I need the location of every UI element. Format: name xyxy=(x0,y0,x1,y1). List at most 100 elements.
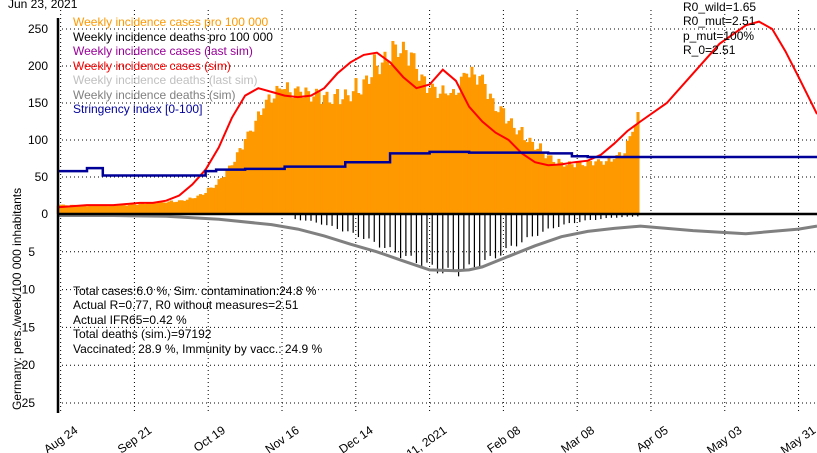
death-bar xyxy=(489,214,491,256)
case-bar xyxy=(631,131,635,214)
x-tick-label: May 03 xyxy=(704,423,745,453)
case-bar xyxy=(193,198,197,214)
case-bar xyxy=(285,82,289,215)
case-bar xyxy=(467,77,471,214)
case-bar xyxy=(523,140,527,214)
case-bar xyxy=(206,187,210,214)
case-bar xyxy=(480,74,485,214)
case-bar xyxy=(88,205,92,214)
case-bar xyxy=(512,127,516,214)
case-bar xyxy=(378,74,382,215)
case-bar xyxy=(288,92,292,214)
case-bar xyxy=(610,161,614,214)
death-bar xyxy=(331,214,333,226)
case-bar xyxy=(436,98,440,214)
death-bar xyxy=(563,214,565,225)
case-bar xyxy=(525,142,529,214)
x-tick-label: Aug 24 xyxy=(41,423,80,453)
death-bar xyxy=(526,214,528,238)
case-bar xyxy=(409,52,413,215)
death-bar xyxy=(294,214,296,220)
case-bar xyxy=(499,106,503,214)
case-bar xyxy=(496,112,500,214)
case-bar xyxy=(557,158,561,214)
case-bar xyxy=(560,162,564,214)
param-p-mut: p_mut=100% xyxy=(683,29,754,43)
case-bar xyxy=(417,80,421,214)
case-bar xyxy=(96,205,100,214)
case-bar xyxy=(180,200,184,214)
death-bar xyxy=(558,214,560,227)
death-bar xyxy=(584,214,586,221)
case-bar xyxy=(538,143,542,214)
case-bar xyxy=(217,179,221,214)
death-bar xyxy=(384,214,386,248)
death-bar xyxy=(310,214,312,221)
death-bar xyxy=(315,214,317,223)
case-bar xyxy=(633,125,637,214)
sim-cases-line xyxy=(57,20,817,209)
case-bar xyxy=(309,101,313,214)
case-bar xyxy=(238,148,242,214)
x-tick-label: Nov 16 xyxy=(263,423,302,453)
death-bar xyxy=(431,214,433,265)
case-bar xyxy=(225,168,229,214)
case-bar xyxy=(75,205,79,214)
case-bar xyxy=(562,166,566,214)
case-bar xyxy=(541,152,545,214)
case-bar xyxy=(515,134,519,214)
death-bar xyxy=(357,214,360,238)
case-bar xyxy=(69,204,73,214)
param-r0: R_0=2.51 xyxy=(683,43,736,57)
legend-entry-cases-last-sim: Weekly incidence cases (last sim) xyxy=(73,44,253,58)
death-bar xyxy=(352,214,354,233)
death-bar xyxy=(378,214,381,248)
death-bar xyxy=(531,214,533,237)
sim-params: R0_wild=1.65 R0_mut=2.51 p_mut=100% R_0=… xyxy=(683,0,756,57)
case-bar xyxy=(299,91,303,214)
death-bar xyxy=(363,214,365,239)
case-bar xyxy=(430,83,434,214)
case-bar xyxy=(59,204,63,214)
y-tick-label: 25 xyxy=(22,396,36,410)
case-bar xyxy=(465,73,469,214)
case-bar xyxy=(93,205,97,214)
case-bar xyxy=(502,108,506,214)
case-bar xyxy=(343,89,347,214)
x-tick-label: Jan 11, 2021 xyxy=(385,423,449,453)
series-lines xyxy=(57,20,817,273)
death-bar xyxy=(473,214,475,268)
case-bar xyxy=(333,94,337,214)
case-bar xyxy=(359,94,363,214)
case-bar xyxy=(531,141,535,214)
death-bar xyxy=(595,214,597,221)
case-bar xyxy=(546,155,550,214)
case-bar xyxy=(167,201,171,214)
death-bar xyxy=(368,214,370,239)
death-bar xyxy=(415,214,418,264)
death-bar xyxy=(347,214,349,232)
case-bar xyxy=(198,194,203,214)
case-bar xyxy=(267,94,271,214)
sim-deaths-line xyxy=(58,214,817,273)
case-bar xyxy=(581,165,585,214)
case-bar xyxy=(351,91,355,214)
death-bar xyxy=(326,214,328,226)
case-bar xyxy=(509,118,514,214)
case-bar xyxy=(185,199,189,214)
legend-entry-stringency: Stringency index [0-100] xyxy=(73,102,202,116)
case-bar xyxy=(401,41,405,214)
y-tick-label: 20 xyxy=(22,358,36,372)
death-bar xyxy=(442,214,444,274)
death-bar xyxy=(299,214,302,221)
case-bar xyxy=(151,202,155,214)
stat-vaccinated: Vaccinated: 28.9 %, Immunity by vacc.: 2… xyxy=(73,342,323,356)
case-bar xyxy=(575,161,579,214)
case-bar xyxy=(433,86,437,214)
case-bar xyxy=(520,126,524,214)
death-bar xyxy=(389,214,391,248)
case-bar xyxy=(573,167,577,214)
case-bar xyxy=(391,40,395,214)
legend-entry-deaths-last-sim: Weekly incidence deaths (last sim) xyxy=(73,73,258,87)
case-bar xyxy=(536,148,540,214)
